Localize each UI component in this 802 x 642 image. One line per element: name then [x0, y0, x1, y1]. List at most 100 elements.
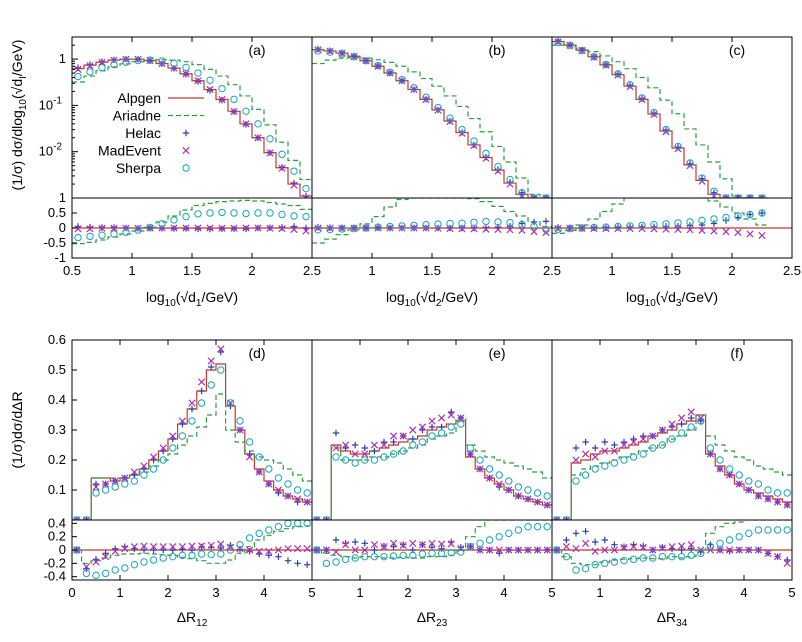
- point: [687, 408, 695, 416]
- ratio-point: [620, 543, 628, 551]
- point: [610, 447, 619, 455]
- ratio-point: [494, 225, 502, 234]
- x-tick-label: 2.5: [543, 263, 561, 278]
- point: [194, 77, 202, 85]
- point: [422, 93, 430, 101]
- point: [677, 414, 686, 422]
- point: [158, 57, 166, 65]
- point: [170, 59, 178, 68]
- point: [278, 164, 286, 172]
- ratio-point: [745, 546, 753, 554]
- point: [98, 64, 106, 72]
- point: [101, 480, 110, 488]
- ratio-point: [758, 209, 766, 217]
- point: [686, 162, 694, 170]
- ratio-point: [121, 564, 129, 572]
- point: [275, 489, 282, 497]
- point: [255, 453, 263, 461]
- ratio-point: [446, 219, 454, 228]
- ratio-point: [121, 545, 129, 553]
- ratio-point: [398, 222, 406, 230]
- ratio-point: [265, 547, 273, 555]
- point: [419, 426, 426, 434]
- ratio-point: [764, 526, 772, 534]
- series-sherpa: [553, 417, 791, 520]
- ratio-point: [398, 224, 406, 232]
- ratio-point: [687, 551, 695, 560]
- ratio-point: [629, 543, 638, 551]
- panel-label: (a): [248, 42, 265, 58]
- ratio-point: [242, 224, 250, 232]
- ratio-point: [674, 219, 682, 227]
- point: [110, 60, 118, 69]
- y-tick-label: 0.5: [48, 362, 66, 377]
- point: [620, 456, 628, 464]
- point: [662, 128, 670, 136]
- point: [188, 399, 196, 407]
- point: [514, 492, 523, 500]
- point: [476, 456, 484, 464]
- point: [410, 84, 418, 92]
- ratio-point: [710, 215, 718, 223]
- series-helac: [314, 45, 550, 198]
- series-ariadne: [72, 393, 312, 520]
- legend-label: MadEvent: [98, 143, 161, 159]
- point: [198, 387, 205, 395]
- series-alpgen: [312, 420, 552, 520]
- x-tick-label: 3: [692, 585, 699, 600]
- point: [179, 420, 186, 428]
- point: [438, 423, 445, 431]
- ratio-point: [764, 549, 772, 557]
- point: [614, 71, 622, 78]
- ratio-point: [304, 561, 311, 568]
- point: [101, 486, 110, 494]
- ratio-point: [572, 530, 580, 537]
- point: [572, 444, 580, 452]
- ratio-point: [302, 227, 310, 235]
- ratio-point: [773, 526, 782, 534]
- ratio-y-tick-label: -0.5: [44, 235, 66, 250]
- ratio-point: [399, 541, 407, 549]
- ratio-point: [530, 222, 538, 231]
- point: [658, 441, 667, 449]
- legend-entry-madevent: MadEvent: [98, 143, 190, 159]
- point: [246, 450, 253, 458]
- ratio-point: [361, 546, 369, 554]
- point: [773, 498, 782, 506]
- series-sherpa: [314, 47, 550, 198]
- ratio-point: [265, 526, 273, 534]
- ratio-point: [218, 224, 226, 232]
- x-tick-label: 1: [128, 263, 135, 278]
- x-tick-label: 5: [308, 585, 315, 600]
- ratio-point: [160, 546, 167, 554]
- ratio-ariadne: [312, 198, 552, 244]
- point: [398, 75, 406, 84]
- ratio-y-tick-label: 0.5: [48, 205, 66, 220]
- ratio-point: [242, 209, 250, 218]
- point: [506, 175, 514, 184]
- ratio-point: [428, 539, 436, 547]
- ratio-point: [284, 557, 292, 564]
- ratio-point: [246, 548, 253, 555]
- point: [638, 94, 646, 102]
- ratio-point: [784, 556, 791, 564]
- point: [265, 480, 273, 488]
- point: [418, 438, 427, 446]
- ratio-point: [470, 218, 478, 227]
- point: [466, 450, 475, 458]
- point: [745, 477, 753, 485]
- point: [341, 456, 350, 464]
- panel-e: (e) 1 2 3 4 5 ΔR23: [311, 339, 556, 629]
- ratio-point: [146, 223, 154, 232]
- point: [323, 516, 330, 520]
- point: [581, 450, 590, 458]
- ratio-point: [380, 552, 388, 561]
- ratio-point: [255, 547, 263, 555]
- ratio-point: [716, 539, 724, 548]
- ratio-point: [745, 529, 753, 538]
- point: [284, 492, 292, 500]
- point: [630, 435, 637, 443]
- point: [236, 426, 244, 434]
- point: [150, 456, 157, 464]
- point: [639, 435, 647, 443]
